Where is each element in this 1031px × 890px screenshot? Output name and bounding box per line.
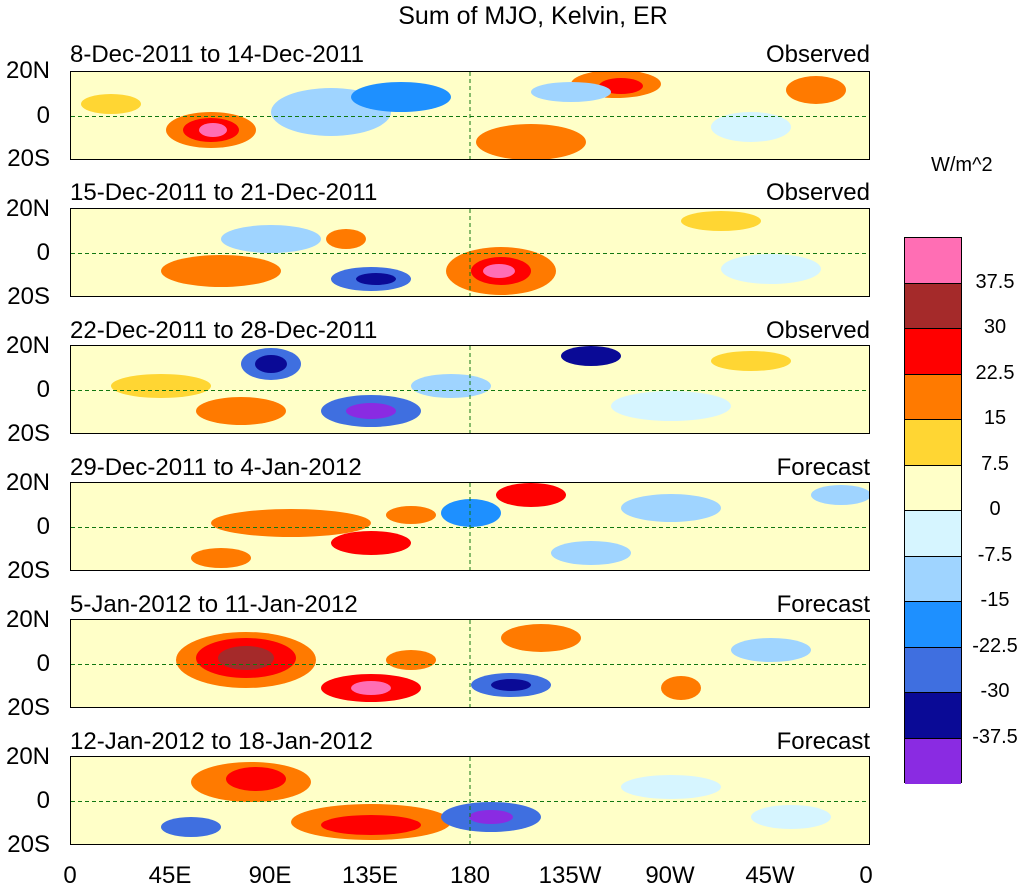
lat-label: 20N bbox=[5, 743, 50, 770]
panel-5-period: 5-Jan-2012 to 11-Jan-2012 bbox=[70, 591, 358, 618]
colorbar-tick-label: 22.5 bbox=[975, 361, 1015, 384]
panel-4-period: 29-Dec-2011 to 4-Jan-2012 bbox=[70, 454, 362, 481]
panel-2-period: 15-Dec-2011 to 21-Dec-2011 bbox=[70, 179, 378, 206]
lat-label: 20S bbox=[7, 557, 50, 584]
panel-2-status: Observed bbox=[765, 179, 870, 206]
lat-label: 0 bbox=[36, 787, 50, 814]
panel-4-map bbox=[70, 482, 870, 571]
colorbar-tick-label: -15 bbox=[980, 589, 1010, 611]
colorbar-swatch bbox=[905, 283, 961, 329]
panel-5-status: Forecast bbox=[776, 591, 870, 618]
lat-label: 20S bbox=[7, 694, 50, 721]
panel-1-period: 8-Dec-2011 to 14-Dec-2011 bbox=[70, 41, 364, 68]
panel-4-status: Forecast bbox=[776, 454, 870, 481]
panel-3-period: 22-Dec-2011 to 28-Dec-2011 bbox=[70, 317, 378, 344]
colorbar-tick-label: -7.5 bbox=[977, 543, 1013, 566]
colorbar-swatch bbox=[905, 238, 961, 284]
panel-6-map bbox=[70, 756, 870, 845]
lat-label: 20N bbox=[5, 606, 50, 633]
lon-label: 45E bbox=[148, 862, 192, 889]
lon-label: 45W bbox=[745, 862, 795, 889]
lon-label: 0 bbox=[63, 862, 77, 889]
colorbar-swatch bbox=[905, 738, 961, 784]
colorbar-tick-label: 0 bbox=[989, 498, 1001, 520]
lat-label: 20N bbox=[5, 332, 50, 359]
colorbar-swatch bbox=[905, 465, 961, 511]
panel-6-status: Forecast bbox=[776, 728, 870, 755]
colorbar-tick-label: 30 bbox=[983, 316, 1007, 338]
panel-5-map bbox=[70, 619, 870, 708]
colorbar-swatch bbox=[905, 647, 961, 693]
lat-label: 20S bbox=[7, 283, 50, 310]
lat-label: 20N bbox=[5, 57, 50, 84]
colorbar-swatch bbox=[905, 602, 961, 648]
colorbar-tick-label: 37.5 bbox=[975, 270, 1015, 293]
panel-6-period: 12-Jan-2012 to 18-Jan-2012 bbox=[70, 728, 373, 755]
colorbar bbox=[904, 237, 962, 784]
panel-1-status: Observed bbox=[765, 41, 870, 68]
lat-label: 0 bbox=[36, 239, 50, 266]
lon-label: 0 bbox=[859, 862, 873, 889]
lon-label: 135E bbox=[341, 862, 399, 889]
colorbar-units: W/m^2 bbox=[931, 154, 993, 176]
colorbar-tick-label: -30 bbox=[980, 680, 1010, 702]
colorbar-swatch bbox=[905, 374, 961, 420]
colorbar-swatch bbox=[905, 693, 961, 739]
lat-label: 20S bbox=[7, 831, 50, 858]
lat-label: 0 bbox=[36, 513, 50, 540]
colorbar-swatch bbox=[905, 511, 961, 557]
lat-label: 20S bbox=[7, 420, 50, 447]
colorbar-swatch bbox=[905, 420, 961, 466]
panel-3-status: Observed bbox=[765, 317, 870, 344]
lat-label: 20S bbox=[7, 145, 50, 172]
lon-label: 90W bbox=[645, 862, 695, 889]
colorbar-tick-label: -22.5 bbox=[972, 634, 1018, 657]
panel-1-map bbox=[70, 71, 870, 160]
map-title: Sum of MJO, Kelvin, ER bbox=[398, 2, 668, 30]
panel-3-map bbox=[70, 345, 870, 434]
lat-label: 0 bbox=[36, 102, 50, 129]
lat-label: 20N bbox=[5, 469, 50, 496]
colorbar-swatch bbox=[905, 556, 961, 602]
lat-label: 0 bbox=[36, 376, 50, 403]
panel-2-map bbox=[70, 208, 870, 297]
lon-label: 135W bbox=[538, 862, 602, 889]
colorbar-tick-label: 15 bbox=[983, 407, 1007, 429]
colorbar-tick-label: 7.5 bbox=[981, 452, 1009, 475]
lon-label: 90E bbox=[248, 862, 292, 889]
colorbar-tick-label: -37.5 bbox=[972, 725, 1018, 748]
lon-label: 180 bbox=[449, 862, 491, 889]
lat-label: 20N bbox=[5, 195, 50, 222]
lat-label: 0 bbox=[36, 650, 50, 677]
colorbar-swatch bbox=[905, 329, 961, 375]
